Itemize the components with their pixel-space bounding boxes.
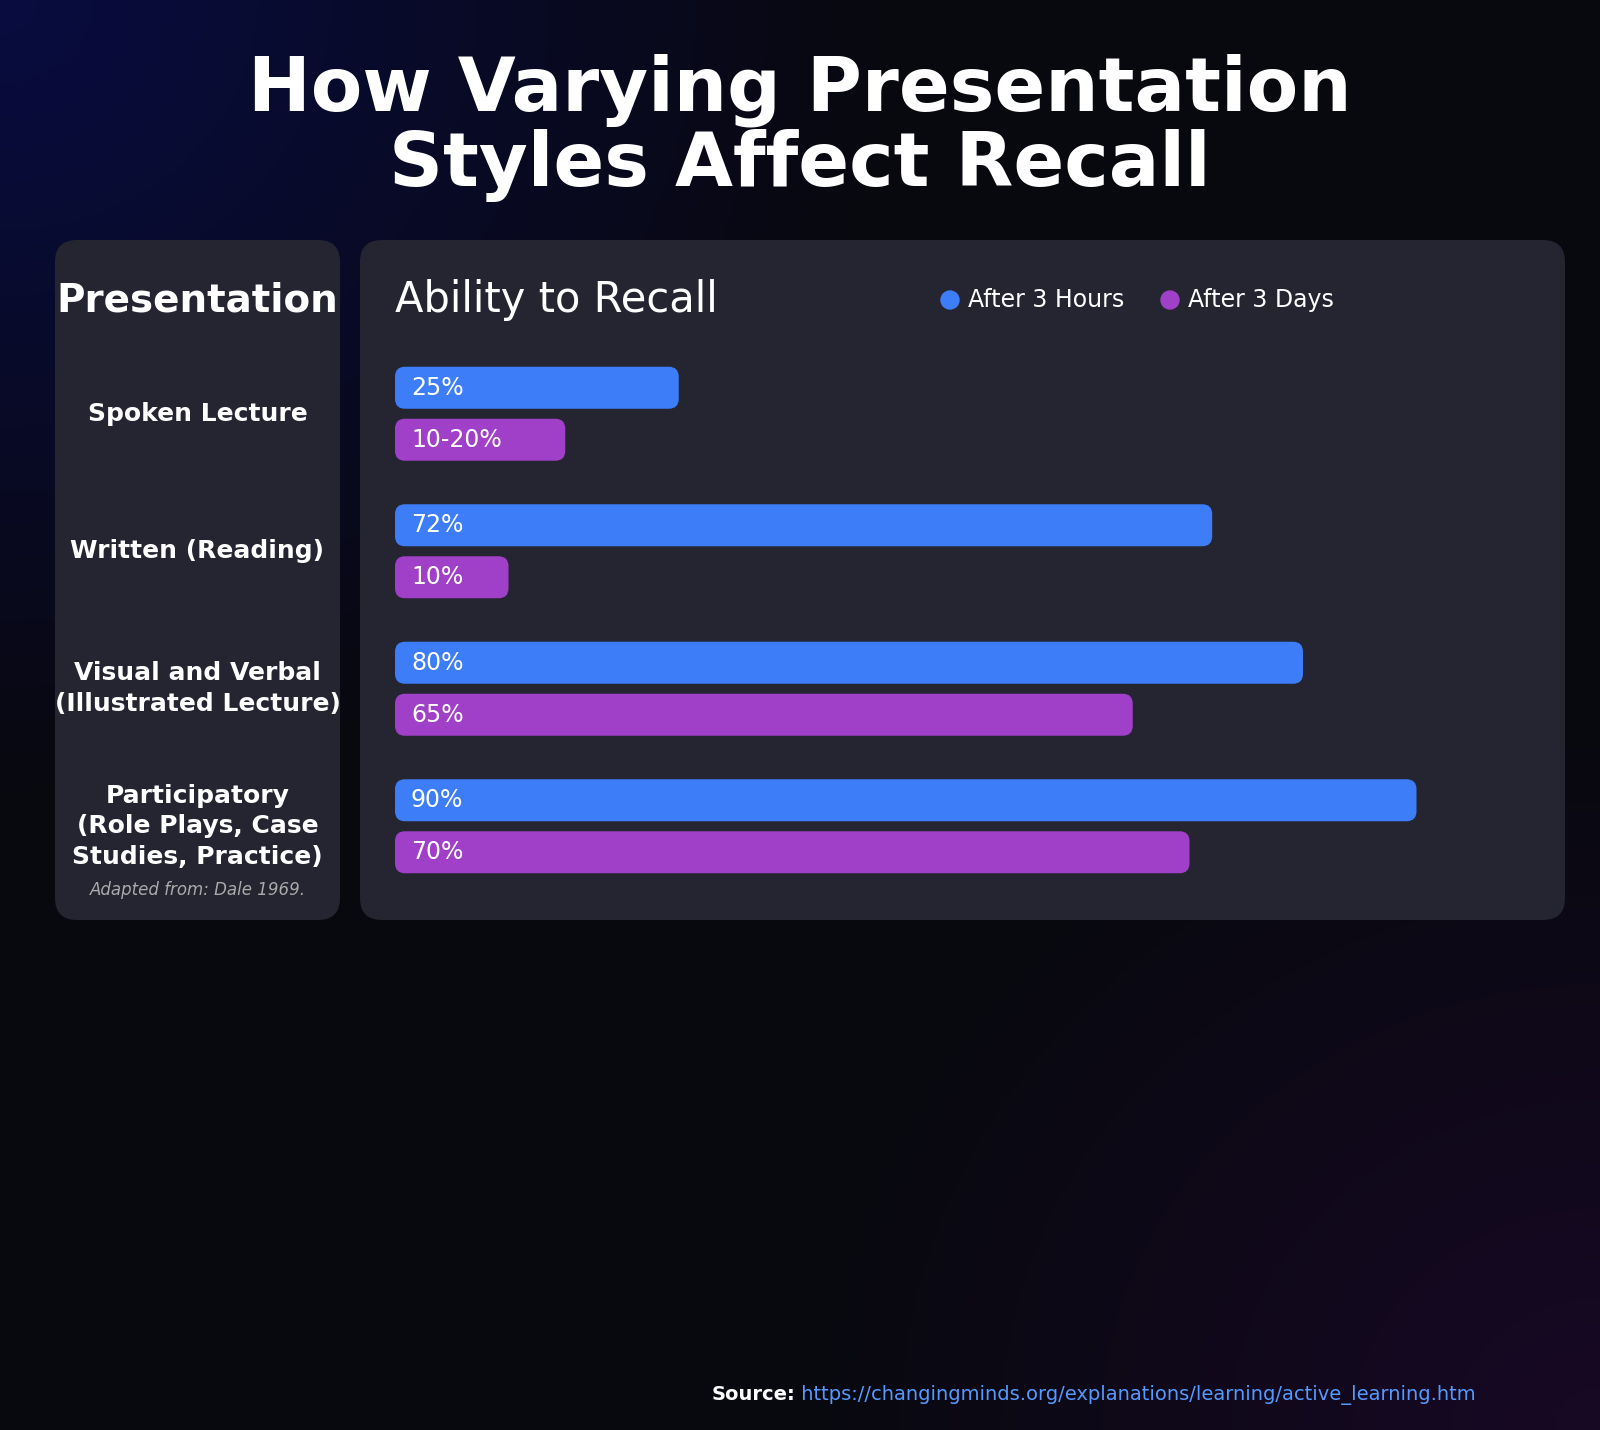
Text: Styles Affect Recall: Styles Affect Recall xyxy=(389,129,1211,202)
Text: Adapted from: Dale 1969.: Adapted from: Dale 1969. xyxy=(90,881,306,899)
Text: Source:: Source: xyxy=(712,1386,795,1404)
FancyBboxPatch shape xyxy=(395,642,1302,684)
Circle shape xyxy=(1162,290,1179,309)
FancyBboxPatch shape xyxy=(395,505,1213,546)
Text: How Varying Presentation: How Varying Presentation xyxy=(248,53,1352,127)
FancyBboxPatch shape xyxy=(395,366,678,409)
Text: 72%: 72% xyxy=(411,513,464,538)
Text: After 3 Hours: After 3 Hours xyxy=(968,287,1125,312)
FancyBboxPatch shape xyxy=(395,779,1416,821)
Text: Ability to Recall: Ability to Recall xyxy=(395,279,718,320)
Text: Written (Reading): Written (Reading) xyxy=(70,539,325,563)
FancyBboxPatch shape xyxy=(395,694,1133,736)
FancyBboxPatch shape xyxy=(395,556,509,598)
Text: 70%: 70% xyxy=(411,841,464,864)
Text: Participatory
(Role Plays, Case
Studies, Practice): Participatory (Role Plays, Case Studies,… xyxy=(72,784,323,869)
Text: 80%: 80% xyxy=(411,651,464,675)
FancyBboxPatch shape xyxy=(360,240,1565,919)
Text: 65%: 65% xyxy=(411,702,464,726)
Text: https://changingminds.org/explanations/learning/active_learning.htm: https://changingminds.org/explanations/l… xyxy=(795,1386,1475,1406)
FancyBboxPatch shape xyxy=(54,240,339,919)
Text: Visual and Verbal
(Illustrated Lecture): Visual and Verbal (Illustrated Lecture) xyxy=(54,662,341,716)
FancyBboxPatch shape xyxy=(395,831,1189,874)
Text: 10%: 10% xyxy=(411,565,464,589)
Text: After 3 Days: After 3 Days xyxy=(1187,287,1334,312)
Text: 10-20%: 10-20% xyxy=(411,428,502,452)
Text: 90%: 90% xyxy=(411,788,464,812)
Text: 25%: 25% xyxy=(411,376,464,400)
FancyBboxPatch shape xyxy=(395,419,565,460)
Circle shape xyxy=(941,290,958,309)
Text: Presentation: Presentation xyxy=(56,282,338,319)
Text: Spoken Lecture: Spoken Lecture xyxy=(88,402,307,426)
